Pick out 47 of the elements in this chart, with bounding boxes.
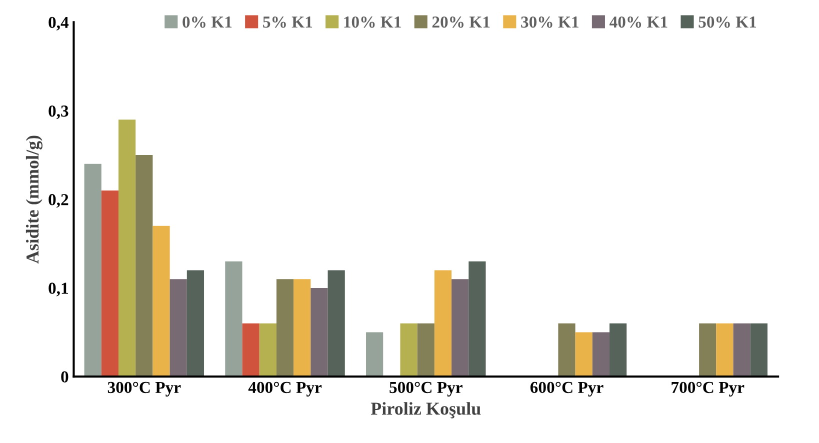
y-tick-label: 0,1 [48,282,68,296]
legend-label: 20% K1 [432,16,490,28]
y-axis-title: Asidite (mmol/g) [26,136,42,264]
bar [733,323,750,377]
bar [400,323,418,377]
bar [310,288,328,377]
bar [118,120,136,377]
bar [294,279,311,377]
legend-label: 10% K1 [344,16,401,28]
x-tick-label: 500°C Pyr [390,382,462,397]
bar [699,323,716,377]
bar [434,270,452,377]
legend-label: 0% K1 [182,16,232,28]
bar [186,270,204,377]
bar [328,270,345,377]
bar [136,155,153,377]
legend-label: 50% K1 [698,16,756,28]
bar [417,323,434,377]
bar [152,226,170,377]
legend-label: 30% K1 [521,16,578,28]
x-tick-label: 300°C Pyr [108,382,181,397]
bar [750,323,768,377]
bar [575,332,592,377]
bar [276,279,294,377]
legend-label: 40% K1 [610,16,668,28]
bar [170,279,187,377]
y-tick-label: 0 [61,371,68,382]
bar [452,279,469,377]
x-tick-label: 600°C Pyr [530,382,604,397]
bar [242,323,260,377]
bar [558,323,576,377]
legend-label: 5% K1 [263,16,312,28]
bar [84,164,102,377]
bar [610,323,627,377]
y-tick-label: 0,2 [48,194,68,208]
bar [259,323,276,377]
bar [468,261,486,377]
x-axis-title: Piroliz Koşulu [370,402,481,418]
bar [716,323,734,377]
bar [101,190,118,377]
y-tick-label: 0,3 [48,105,68,120]
bar [225,261,242,377]
bar [592,332,610,377]
bar [366,332,384,377]
x-tick-label: 700°C Pyr [672,382,744,397]
x-tick-label: 400°C Pyr [248,382,322,397]
y-tick-label: 0,4 [48,16,69,31]
